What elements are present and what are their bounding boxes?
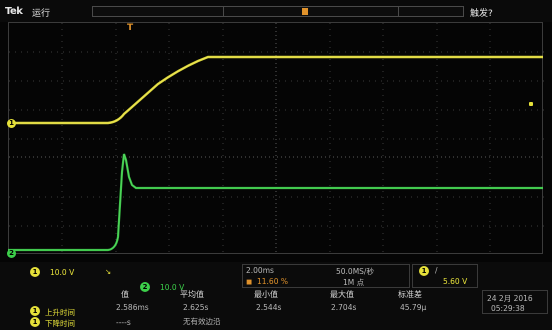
status-bar: Tek 运行 触发? [0,0,552,22]
horizontal-position: 11.60 % [257,277,288,286]
meas-row2-channel: 1 [30,317,40,327]
trigger-box[interactable]: 1 / 5.60 V [412,264,478,288]
trigger-status: 触发? [470,9,493,19]
meas-row1-mean: 2.625s [183,303,209,312]
meas-row1-value: 2.586ms [116,303,149,312]
graticule-lines [9,23,544,255]
ch2-ground-marker[interactable]: 2 [7,249,16,258]
record-window-right [398,6,399,17]
ch1-badge[interactable]: 1 [30,267,40,277]
sample-rate: 50.0MS/秒 [336,267,374,276]
timebase-box[interactable]: 2.00ms 50.0MS/秒 ◼ 11.60 % 1M 点 [242,264,410,288]
brand-logo: Tek [5,6,23,17]
date: 24 2月 2016 [487,294,533,303]
acquisition-status: 运行 [32,9,51,19]
meas-header-value: 值 [121,290,129,299]
record-position-bar[interactable] [92,6,464,17]
meas-row1-channel: 1 [30,306,40,316]
ch2-badge[interactable]: 2 [140,282,150,292]
trigger-source-badge: 1 [419,266,429,276]
meas-row1-name: 上升时间 [45,308,75,317]
graticule [8,22,544,255]
ch2-scale: 10.0 V [160,283,185,292]
ch1-coupling-icon: ↘ [105,267,112,276]
horizontal-position-icon: ◼ [246,277,253,286]
datetime-box: 24 2月 2016 05:29:38 [482,290,548,314]
horizontal-scale: 2.00ms [246,266,274,275]
trigger-slope-icon: / [435,266,438,275]
trigger-level-marker[interactable] [529,102,533,106]
ch1-waveform [8,55,543,125]
waveform-area [8,55,543,252]
info-panel: 1 10.0 V ↘ 2 10.0 V 2.00ms 50.0MS/秒 ◼ 11… [0,262,552,330]
record-length: 1M 点 [343,278,365,287]
ch2-waveform [8,153,543,252]
meas-row1-std: 45.79μ [400,303,427,312]
meas-header-std: 标准差 [398,290,422,299]
trigger-position-icon [302,8,308,15]
meas-header-min: 最小值 [254,290,278,299]
meas-row2-value: ----s [116,318,131,327]
meas-row1-max: 2.704s [331,303,357,312]
trigger-time-marker[interactable]: T [127,23,134,33]
record-window-left [223,6,224,17]
trigger-level: 5.60 V [443,277,468,286]
meas-header-max: 最大值 [330,290,354,299]
meas-row2-mean: 无有效边沿 [183,317,221,326]
meas-row1-min: 2.544s [256,303,282,312]
ch1-scale: 10.0 V [50,268,75,277]
meas-header-mean: 平均值 [180,290,204,299]
time: 05:29:38 [491,304,525,313]
meas-row2-name: 下降时间 [45,319,75,328]
ch1-ground-marker[interactable]: 1 [7,119,16,128]
